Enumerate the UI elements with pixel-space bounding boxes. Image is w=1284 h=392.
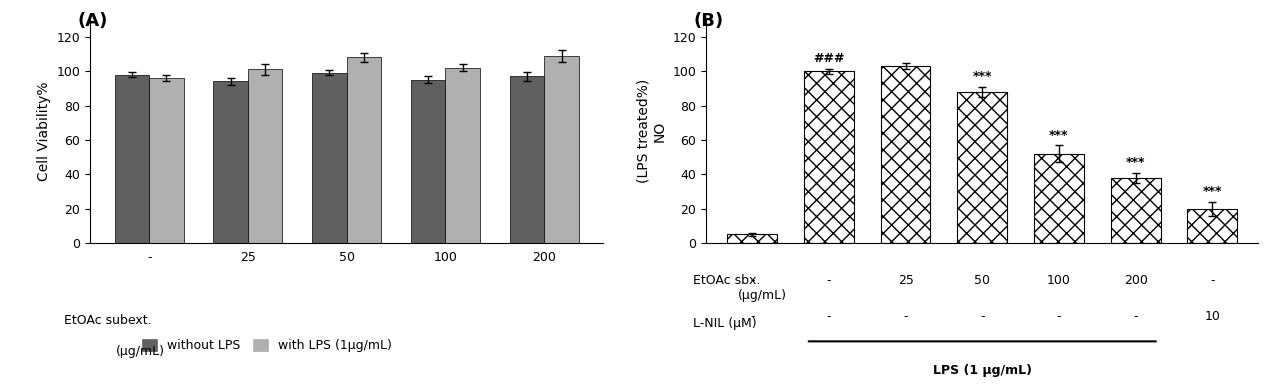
Bar bbox=[544, 56, 579, 243]
Y-axis label: Cell Viability%: Cell Viability% bbox=[37, 82, 51, 181]
Text: ***: *** bbox=[1049, 129, 1068, 142]
Text: ###: ### bbox=[813, 52, 845, 65]
Bar bbox=[312, 73, 347, 243]
Text: EtOAc subext.: EtOAc subext. bbox=[64, 314, 152, 327]
Bar bbox=[347, 57, 381, 243]
Text: (B): (B) bbox=[693, 12, 723, 30]
Text: L-NIL (μM): L-NIL (μM) bbox=[693, 317, 758, 330]
Text: 200: 200 bbox=[1124, 274, 1148, 287]
Text: -: - bbox=[980, 310, 985, 323]
Bar bbox=[1111, 178, 1161, 243]
Bar bbox=[411, 80, 446, 243]
Bar bbox=[510, 76, 544, 243]
Bar bbox=[804, 71, 854, 243]
Text: -: - bbox=[827, 310, 831, 323]
Y-axis label: (LPS treated%)
NO: (LPS treated%) NO bbox=[637, 79, 668, 183]
Text: -: - bbox=[904, 310, 908, 323]
Bar bbox=[958, 92, 1007, 243]
Text: (μg/mL): (μg/mL) bbox=[116, 345, 164, 358]
Text: 100: 100 bbox=[1046, 274, 1071, 287]
Bar bbox=[727, 234, 777, 243]
Text: (A): (A) bbox=[77, 12, 108, 30]
Text: 10: 10 bbox=[1204, 310, 1220, 323]
Text: LPS (1 μg/mL): LPS (1 μg/mL) bbox=[932, 364, 1032, 377]
Text: 25: 25 bbox=[898, 274, 913, 287]
Bar bbox=[881, 66, 931, 243]
Legend: without LPS, with LPS (1μg/mL): without LPS, with LPS (1μg/mL) bbox=[137, 334, 397, 357]
Text: 50: 50 bbox=[975, 274, 990, 287]
Bar bbox=[114, 74, 149, 243]
Text: ***: *** bbox=[1126, 156, 1145, 169]
Text: -: - bbox=[827, 274, 831, 287]
Text: EtOAc sbx.: EtOAc sbx. bbox=[693, 274, 760, 287]
Text: -: - bbox=[750, 274, 755, 287]
Bar bbox=[149, 78, 184, 243]
Text: -: - bbox=[1057, 310, 1061, 323]
Text: -: - bbox=[1210, 274, 1215, 287]
Text: -: - bbox=[1134, 310, 1138, 323]
Bar bbox=[1188, 209, 1238, 243]
Text: ***: *** bbox=[972, 70, 993, 83]
Bar bbox=[213, 82, 248, 243]
Bar bbox=[1034, 154, 1084, 243]
Text: -: - bbox=[750, 310, 755, 323]
Bar bbox=[446, 68, 480, 243]
Bar bbox=[248, 69, 282, 243]
Text: ***: *** bbox=[1203, 185, 1222, 198]
Text: (μg/mL): (μg/mL) bbox=[738, 289, 787, 303]
